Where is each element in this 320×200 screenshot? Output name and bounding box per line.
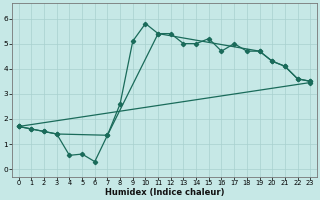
X-axis label: Humidex (Indice chaleur): Humidex (Indice chaleur) xyxy=(105,188,224,197)
